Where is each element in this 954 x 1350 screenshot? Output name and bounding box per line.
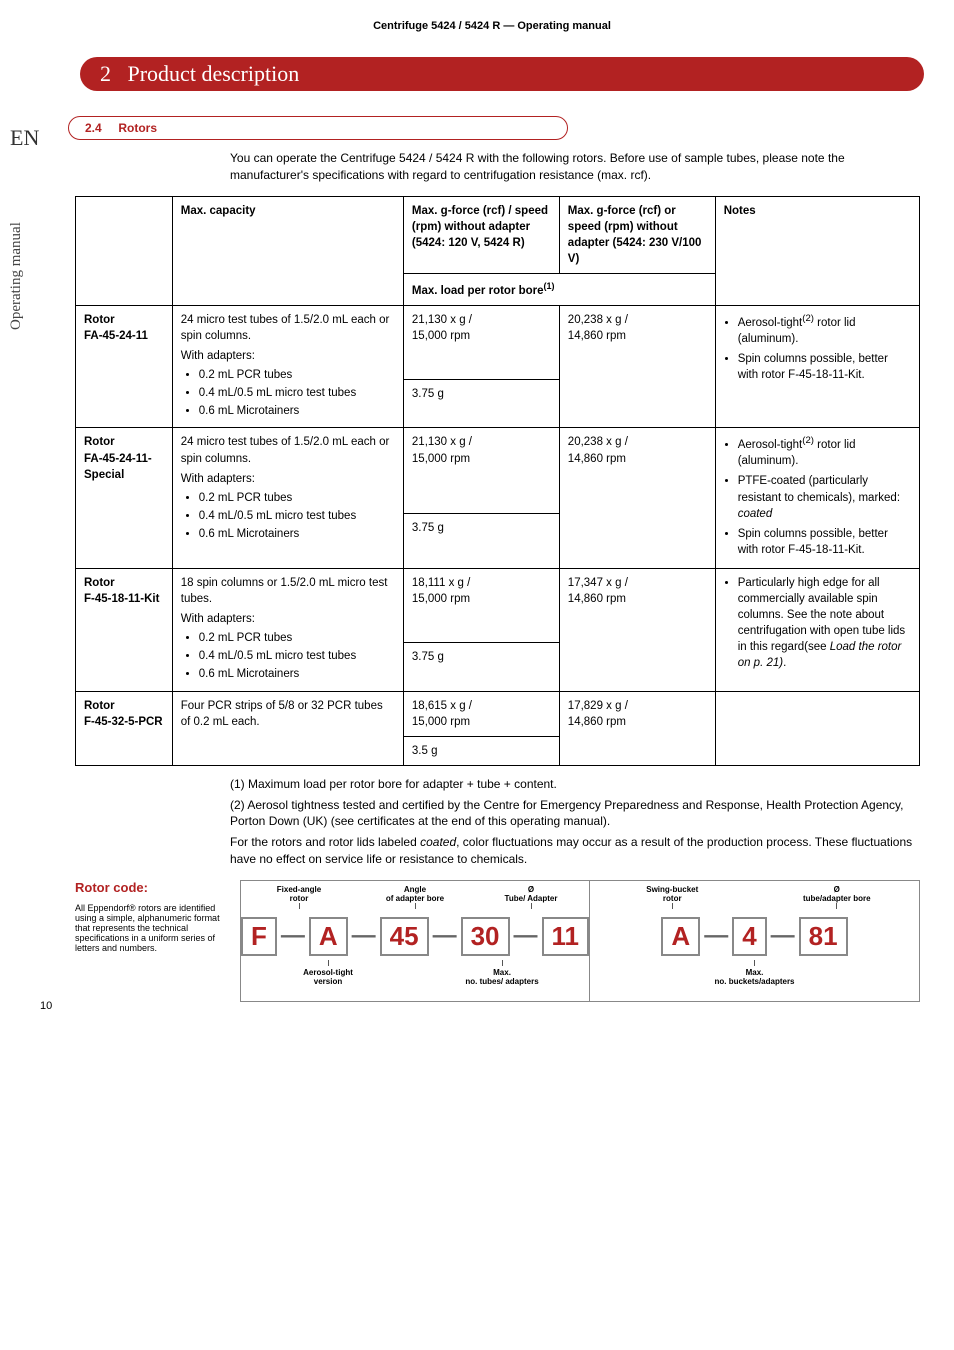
rotor-code-panel-2: Swing-bucketrotorØtube/adapter boreA—4—8… (589, 881, 919, 1001)
table-gforce1-cell: 21,130 x g /15,000 rpm (403, 305, 559, 380)
table-rotor-name: RotorFA-45-24-11-Special (76, 428, 173, 568)
rotor-code-box: 81 (799, 917, 848, 956)
rotor-code-box: 11 (542, 917, 590, 956)
table-load-cell: 3.75 g (403, 513, 559, 568)
footnote-2: (2) Aerosol tightness tested and certifi… (230, 797, 914, 831)
rotor-code-box: A (661, 917, 700, 956)
section-heading: 2.4 Rotors (68, 116, 568, 140)
rotor-code-box: 45 (380, 917, 429, 956)
table-header-capacity: Max. capacity (172, 196, 403, 305)
table-capacity-cell: Four PCR strips of 5/8 or 32 PCR tubes o… (172, 691, 403, 765)
table-notes-cell: Particularly high edge for all commercia… (715, 568, 919, 691)
table-gforce2-cell: 17,347 x g /14,860 rpm (559, 568, 715, 691)
table-header-notes: Notes (715, 196, 919, 305)
table-capacity-cell: 24 micro test tubes of 1.5/2.0 mL each o… (172, 428, 403, 568)
table-gforce2-cell: 20,238 x g /14,860 rpm (559, 305, 715, 428)
chapter-banner: 2 Product description (80, 57, 924, 91)
table-gforce2-cell: 17,829 x g /14,860 rpm (559, 691, 715, 765)
footnote-1: (1) Maximum load per rotor bore for adap… (230, 776, 914, 793)
rotor-code-box: 4 (732, 917, 766, 956)
page-top-header: Centrifuge 5424 / 5424 R — Operating man… (60, 20, 924, 32)
table-load-cell: 3.75 g (403, 380, 559, 428)
rotor-code-diagram: Rotor code: All Eppendorf® rotors are id… (75, 880, 920, 1002)
rotor-code-title: Rotor code: (75, 880, 230, 895)
table-rotor-name: RotorF-45-18-11-Kit (76, 568, 173, 691)
table-notes-cell: Aerosol-tight(2) rotor lid (aluminum).PT… (715, 428, 919, 568)
rotor-code-box: 30 (461, 917, 510, 956)
table-gforce1-cell: 21,130 x g /15,000 rpm (403, 428, 559, 513)
table-gforce2-cell: 20,238 x g /14,860 rpm (559, 428, 715, 568)
table-rotor-name: RotorF-45-32-5-PCR (76, 691, 173, 765)
section-title: Rotors (118, 121, 157, 135)
footnote-3-a: For the rotors and rotor lids labeled (230, 835, 420, 849)
footnote-3: For the rotors and rotor lids labeled co… (230, 834, 914, 868)
sidebar-vertical-label: Operating manual (8, 222, 25, 330)
chapter-title: Product description (128, 61, 300, 86)
rotor-code-box: F (241, 917, 277, 956)
table-load-cell: 3.5 g (403, 736, 559, 765)
page-number: 10 (40, 1000, 52, 1012)
rotor-code-desc: All Eppendorf® rotors are identified usi… (75, 903, 230, 953)
table-capacity-cell: 24 micro test tubes of 1.5/2.0 mL each o… (172, 305, 403, 428)
table-gforce1-cell: 18,111 x g /15,000 rpm (403, 568, 559, 643)
section-intro-text: You can operate the Centrifuge 5424 / 54… (230, 150, 914, 184)
footnote-3-em: coated (420, 835, 456, 849)
rotor-table: Max. capacity Max. g-force (rcf) / speed… (75, 196, 920, 766)
table-rotor-name: RotorFA-45-24-11 (76, 305, 173, 428)
section-number: 2.4 (85, 121, 102, 135)
table-notes-cell: Aerosol-tight(2) rotor lid (aluminum).Sp… (715, 305, 919, 428)
table-header-gforce1: Max. g-force (rcf) / speed (rpm) without… (403, 196, 559, 273)
table-notes-cell (715, 691, 919, 765)
footnotes: (1) Maximum load per rotor bore for adap… (230, 776, 914, 868)
table-header-load-text: Max. load per rotor bore (412, 285, 544, 297)
table-capacity-cell: 18 spin columns or 1.5/2.0 mL micro test… (172, 568, 403, 691)
table-header-load: Max. load per rotor bore(1) (403, 273, 715, 305)
table-gforce1-cell: 18,615 x g /15,000 rpm (403, 691, 559, 736)
chapter-number: 2 (100, 61, 111, 86)
table-load-cell: 3.75 g (403, 643, 559, 691)
rotor-code-box: A (309, 917, 348, 956)
table-header-load-sup: (1) (544, 281, 555, 291)
rotor-code-panel-1: Fixed-anglerotorAngleof adapter boreØTub… (241, 881, 589, 1001)
table-header-blank (76, 196, 173, 305)
language-code-label: EN (10, 125, 39, 151)
table-header-gforce2: Max. g-force (rcf) or speed (rpm) withou… (559, 196, 715, 273)
